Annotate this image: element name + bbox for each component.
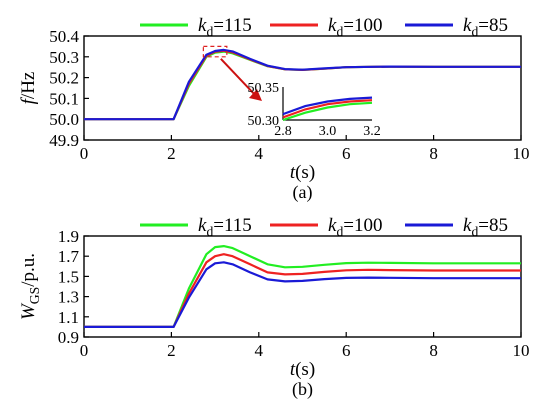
label-rest: =100 — [343, 215, 382, 236]
legend-label-0: kd=115 — [198, 215, 252, 239]
x-axis-label-unit: (s) — [295, 162, 315, 183]
y-tick-label: 50.4 — [49, 27, 79, 46]
legend-label-1: kd=100 — [328, 15, 383, 39]
plot-frame — [83, 35, 522, 141]
legend-label-1: kd=100 — [328, 215, 383, 239]
inset-x-tick-label: 3.0 — [319, 124, 337, 139]
label-rest: =85 — [478, 15, 508, 36]
x-tick-label: 10 — [513, 144, 530, 163]
inset-series-line-0 — [282, 101, 373, 122]
x-tick-label: 0 — [80, 341, 89, 360]
plot-frame — [83, 235, 522, 338]
x-tick-label: 4 — [255, 341, 264, 360]
x-axis-label-unit: (s) — [295, 359, 315, 380]
y-tick-label: 0.9 — [58, 328, 79, 347]
label-subscript: d — [471, 224, 478, 239]
zoom-region-marker — [202, 45, 228, 58]
inset-x-tick-label: 3.2 — [363, 124, 381, 139]
y-tick-label: 1.9 — [58, 227, 79, 246]
y-axis-label: WGS/p.u. — [18, 253, 42, 320]
inset-y-tick-label: 50.35 — [248, 81, 280, 96]
label-subscript: d — [336, 224, 343, 239]
y-tick-label: 50.0 — [49, 110, 79, 129]
series-line-1 — [84, 253, 521, 328]
y-axis-label-subscript: GS — [27, 287, 42, 304]
label-rest: =100 — [343, 15, 382, 36]
x-tick-label: 8 — [429, 144, 438, 163]
panel-b: 0 2 4 6 8 100.91.11.31.51.71.9kd=115 kd=100 kd=… — [18, 215, 530, 400]
y-tick-label: 1.1 — [58, 308, 79, 327]
x-tick-label: 6 — [342, 341, 351, 360]
inset-series-line-2 — [282, 96, 373, 116]
x-tick-label: 6 — [342, 144, 351, 163]
panel-label: (b) — [292, 379, 313, 400]
x-axis-label: t(s) — [290, 359, 315, 380]
x-tick-label: 0 — [80, 144, 89, 163]
inset-x-tick-label: 2.8 — [274, 124, 292, 139]
x-axis-label-var: t — [290, 359, 296, 380]
x-tick-label: 2 — [167, 144, 176, 163]
y-tick-label: 1.3 — [58, 288, 79, 307]
y-tick-label: 1.7 — [58, 247, 80, 266]
label-main: k — [463, 215, 472, 236]
y-tick-label: 50.2 — [49, 69, 79, 88]
label-rest: =85 — [478, 215, 508, 236]
label-subscript: d — [471, 24, 478, 39]
x-axis-label: t(s) — [290, 162, 315, 183]
label-subscript: d — [336, 24, 343, 39]
series-line-2 — [84, 261, 521, 328]
y-tick-label: 50.1 — [49, 89, 79, 108]
label-subscript: d — [206, 24, 213, 39]
label-rest: =115 — [213, 215, 252, 236]
legend-label-2: kd=85 — [463, 15, 508, 39]
series-line-2 — [84, 48, 521, 121]
y-axis-label-unit: /p.u. — [18, 253, 39, 287]
label-main: k — [328, 15, 337, 36]
x-axis-label-var: t — [290, 162, 296, 183]
zoom-arrow-head — [249, 89, 262, 101]
y-axis-label-var: W — [18, 302, 39, 320]
x-tick-label: 4 — [255, 144, 264, 163]
x-tick-label: 2 — [167, 341, 176, 360]
inset-series-line-1 — [282, 99, 373, 119]
legend-label-2: kd=85 — [463, 215, 508, 239]
inset-y-tick-label: 50.30 — [248, 114, 280, 129]
y-tick-label: 50.3 — [49, 48, 79, 67]
series-line-0 — [84, 245, 521, 328]
y-tick-label: 49.9 — [49, 131, 79, 150]
legend-label-0: kd=115 — [198, 15, 252, 39]
label-subscript: d — [206, 224, 213, 239]
y-axis-label: f/Hz — [18, 72, 39, 105]
y-tick-label: 1.5 — [58, 267, 79, 286]
label-main: k — [463, 15, 472, 36]
label-main: k — [328, 215, 337, 236]
label-main: k — [198, 15, 207, 36]
y-axis-label-unit: /Hz — [18, 72, 39, 99]
label-main: k — [198, 215, 207, 236]
zoom-arrow-shaft — [220, 58, 257, 97]
panel-label: (a) — [293, 182, 313, 203]
x-tick-label: 10 — [513, 341, 530, 360]
x-tick-label: 8 — [429, 341, 438, 360]
y-axis-label-var: f — [18, 96, 39, 104]
label-rest: =115 — [213, 15, 252, 36]
